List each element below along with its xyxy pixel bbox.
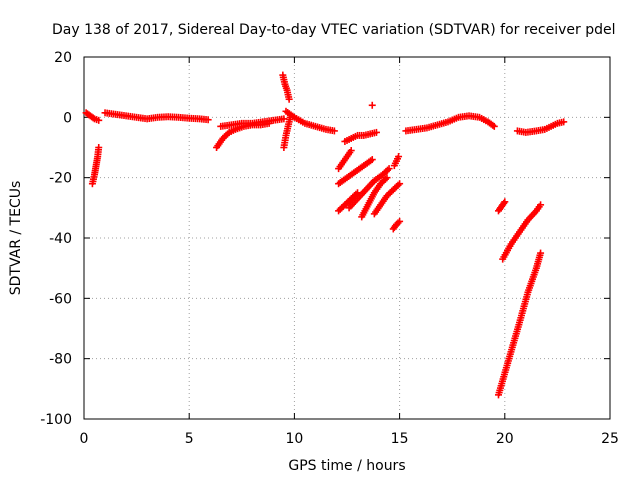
y-tick-label: -40 (49, 231, 72, 247)
series-track-5 (217, 115, 288, 130)
data-point (396, 217, 404, 225)
data-point (490, 122, 498, 130)
data-point (347, 147, 355, 155)
data-point (500, 199, 508, 207)
y-axis-label: SDTVAR / TECUs (8, 181, 24, 296)
series-track-10 (341, 128, 380, 145)
data-point (368, 101, 376, 109)
series-track-9 (335, 147, 355, 173)
data-point (354, 189, 362, 197)
data-point (368, 156, 376, 164)
x-tick-label: 20 (496, 431, 514, 447)
data-point (537, 201, 545, 209)
series-track-3 (101, 109, 212, 124)
data-point (285, 95, 293, 103)
data-point (395, 153, 403, 161)
chart-title: Day 138 of 2017, Sidereal Day-to-day VTE… (52, 22, 616, 38)
x-tick-label: 10 (285, 431, 303, 447)
series-track-17 (390, 153, 403, 170)
series-track-16 (389, 217, 404, 233)
series-track-18 (368, 101, 376, 109)
data-point (396, 180, 404, 188)
data-point (372, 128, 380, 136)
series-track-20 (513, 118, 568, 136)
series-track-21 (494, 198, 509, 215)
y-tick-label: -80 (49, 352, 72, 368)
data-point (89, 114, 97, 122)
series-track-22 (499, 201, 545, 263)
series-track-8 (282, 107, 338, 135)
grid-lines (84, 57, 610, 419)
axis-ticks: 0 5 10 15 20 25 -100 -80 -60 -40 -20 0 20 (40, 50, 619, 447)
data-point (501, 198, 509, 206)
data-points (82, 71, 568, 399)
series-track-11 (335, 156, 376, 188)
x-tick-label: 25 (601, 431, 619, 447)
series-track-23 (494, 249, 545, 399)
series-track-14 (358, 174, 391, 221)
series-track-7 (280, 113, 294, 151)
y-tick-label: 20 (54, 50, 72, 66)
series-track-1 (82, 109, 103, 124)
y-tick-label: 0 (63, 110, 72, 126)
data-point (385, 165, 393, 173)
plot-frame (83, 56, 611, 420)
data-point (95, 144, 103, 151)
x-tick-label: 15 (391, 431, 409, 447)
data-point (537, 249, 545, 257)
series-track-2 (88, 144, 103, 188)
data-point (204, 116, 212, 124)
series-track-15 (370, 180, 404, 218)
series-track-6 (279, 71, 293, 103)
series-track-4 (213, 119, 273, 151)
x-tick-label: 5 (185, 431, 194, 447)
x-tick-label: 0 (80, 431, 89, 447)
x-axis-label: GPS time / hours (288, 458, 405, 474)
y-tick-label: -100 (40, 412, 72, 428)
data-point (383, 174, 391, 182)
y-tick-label: -20 (49, 171, 72, 187)
data-point (95, 116, 103, 124)
y-tick-label: -60 (49, 291, 72, 307)
data-point (330, 127, 338, 135)
series-track-13 (335, 189, 362, 215)
data-point (560, 118, 568, 126)
series-track-19 (402, 112, 498, 135)
